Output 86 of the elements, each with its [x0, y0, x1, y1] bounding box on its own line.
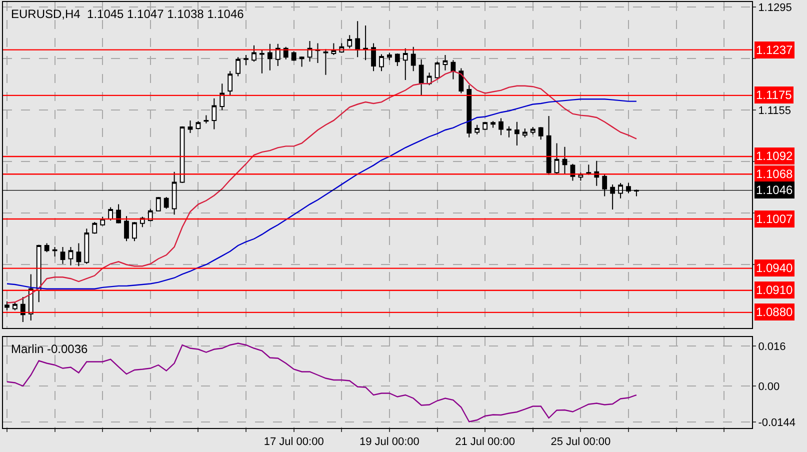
candlestick [188, 120, 193, 134]
candlestick [44, 242, 50, 253]
candlestick [116, 204, 121, 224]
candlestick [228, 70, 233, 96]
y-tick-label: 0.016 [758, 340, 786, 353]
candlestick [12, 302, 18, 311]
candlestick [36, 244, 42, 303]
candlestick [530, 126, 536, 135]
candlestick [68, 246, 74, 266]
candlestick [418, 58, 424, 96]
candlestick [323, 48, 328, 76]
ref-line-label: 1.0880 [756, 305, 794, 319]
x-tick-label: 21 Jul 00:00 [455, 436, 516, 448]
line-series [6, 98, 638, 290]
candlestick [275, 43, 280, 66]
candlestick [212, 98, 217, 130]
ref-line-label: 1.1175 [756, 88, 792, 102]
chart-title: Marlin -0.0036 [11, 342, 88, 356]
candlestick [546, 116, 552, 176]
chart-title: EURUSD,H4 1.1045 1.1047 1.1038 1.1046 [11, 7, 244, 21]
candlestick [498, 118, 504, 136]
candlestick [52, 246, 58, 258]
y-tick-label: 1.1155 [758, 104, 792, 117]
candlestick [220, 83, 225, 111]
line-series [6, 70, 638, 304]
candlestick [124, 216, 129, 242]
candlestick [490, 120, 496, 128]
candlestick [442, 54, 448, 71]
ref-line-label: 1.1068 [756, 167, 794, 181]
candlestick [562, 146, 568, 175]
candlestick [267, 43, 272, 71]
candlestick [371, 42, 376, 72]
candlestick [538, 126, 544, 140]
x-tick-label: 19 Jul 00:00 [359, 436, 420, 448]
candlestick [514, 121, 520, 146]
candlestick [108, 206, 114, 221]
candlestick [458, 68, 464, 94]
candlestick [482, 121, 488, 130]
candlestick [260, 49, 264, 74]
candlestick [132, 221, 137, 242]
candlestick [586, 164, 592, 176]
candlestick [156, 196, 161, 212]
candlestick [204, 114, 209, 124]
candlestick [355, 20, 360, 58]
candlestick [402, 48, 408, 80]
candlestick [196, 120, 201, 130]
candlestick [347, 34, 352, 49]
candlestick [92, 221, 98, 234]
ref-line-label: 1.0940 [756, 261, 794, 275]
candlestick [148, 208, 153, 222]
candlestick [387, 52, 392, 61]
candlestick [434, 61, 440, 80]
x-tick-label: 25 Jul 00:00 [550, 436, 611, 448]
ref-line-label: 1.1046 [756, 183, 794, 197]
candlestick [363, 25, 368, 61]
candlestick [466, 84, 472, 138]
ref-line-label: 1.1092 [756, 149, 794, 163]
ref-line-label: 1.1237 [756, 43, 794, 57]
candlestick [236, 56, 241, 77]
x-tick-label: 17 Jul 00:00 [264, 436, 324, 448]
candlestick [379, 54, 384, 72]
candlestick [60, 246, 66, 264]
candlestick [299, 56, 304, 68]
candlestick [244, 54, 248, 66]
candlestick [76, 242, 82, 267]
candlestick [554, 142, 560, 175]
y-tick-label: -0.0144 [758, 416, 796, 429]
candlestick [506, 126, 512, 138]
candlestick [410, 46, 416, 72]
y-tick-label: 0.00 [758, 380, 780, 393]
candlestick [252, 44, 256, 62]
candlestick [20, 296, 26, 322]
ref-line-label: 1.1007 [756, 212, 794, 226]
ref-line-label: 1.0910 [756, 283, 794, 297]
candlestick [84, 228, 90, 264]
y-tick-label: 1.1295 [758, 2, 792, 14]
candlestick [450, 60, 456, 80]
candlestick [474, 124, 480, 135]
candlestick [331, 42, 336, 56]
candlestick [291, 50, 296, 62]
candlestick [164, 196, 169, 210]
candlestick [522, 128, 528, 138]
candlestick [4, 300, 10, 311]
candlestick [594, 160, 600, 186]
line-series [6, 342, 638, 422]
candlestick [394, 53, 400, 66]
